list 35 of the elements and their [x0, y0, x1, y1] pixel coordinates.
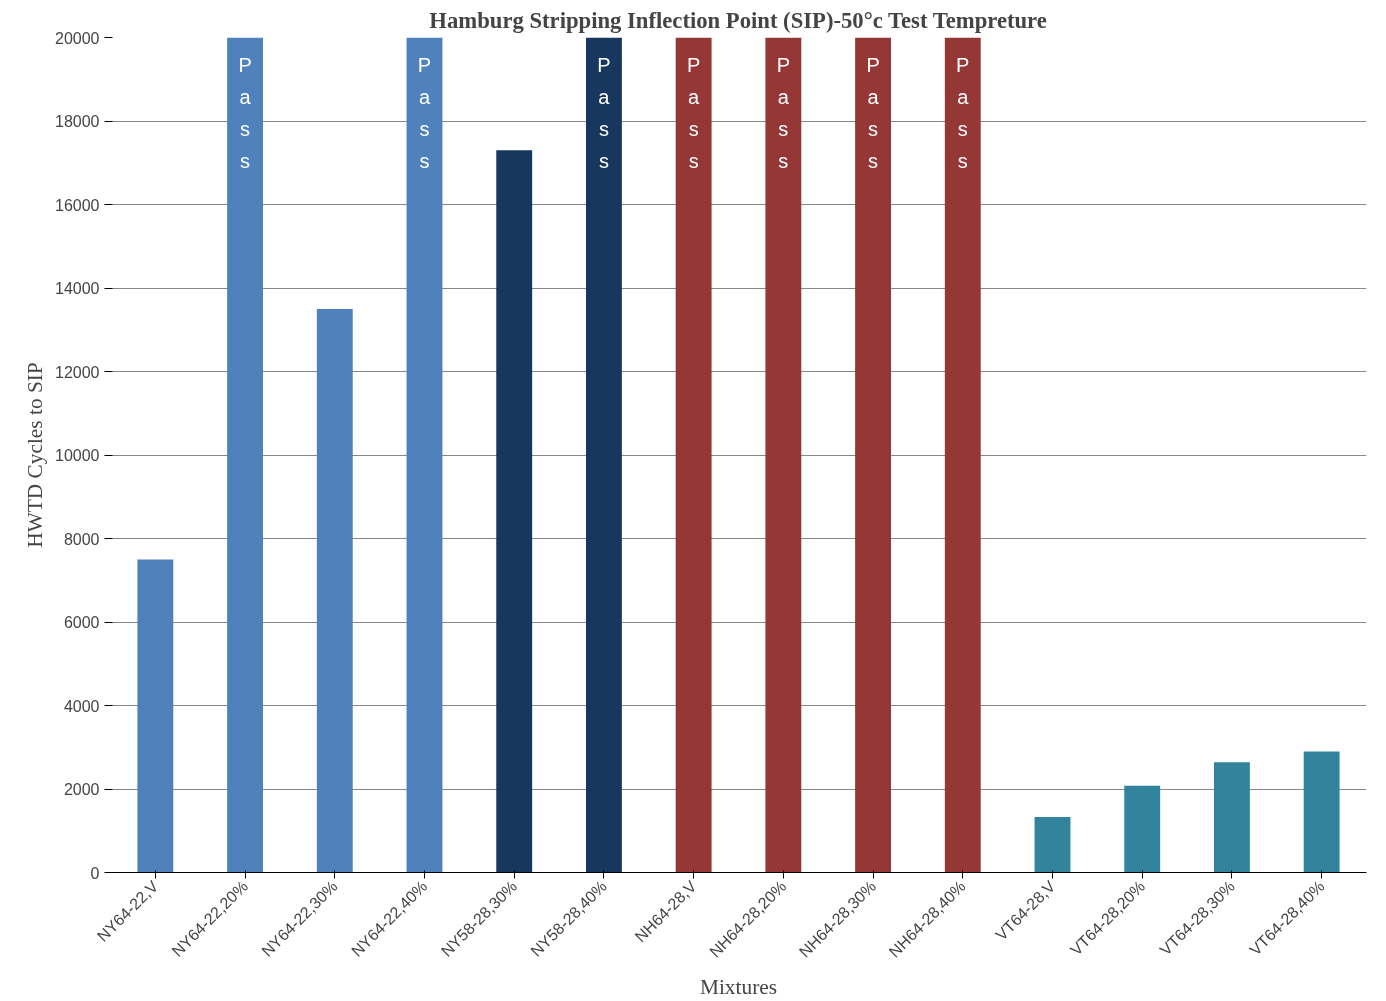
- data-label: Pass: [597, 54, 611, 172]
- y-tick-label: 18000: [55, 113, 100, 130]
- bar: [855, 37, 892, 873]
- bar: [585, 37, 622, 873]
- bar: [496, 150, 533, 873]
- y-axis-title: HWTD Cycles to SIP: [23, 362, 48, 548]
- data-label: Pass: [686, 54, 701, 172]
- y-tick-label: 8000: [63, 530, 100, 548]
- y-tick-label: 10000: [55, 447, 100, 464]
- y-tick-label: 14000: [55, 280, 100, 297]
- bar: [944, 37, 981, 873]
- y-tick-label: 4000: [63, 697, 100, 715]
- data-label: Pass: [776, 54, 791, 172]
- bar: [137, 559, 174, 873]
- bar: [1213, 762, 1250, 873]
- y-tick-label: 0: [90, 864, 100, 882]
- data-label: Pass: [866, 54, 880, 172]
- bar: [1034, 816, 1071, 873]
- x-axis-title: Mixtures: [699, 974, 778, 999]
- y-tick-label: 12000: [55, 363, 100, 381]
- y-tick-label: 20000: [55, 29, 100, 47]
- data-label: Pass: [238, 54, 252, 172]
- bar: [765, 37, 802, 873]
- chart-title: Hamburg Stripping Inflection Point (SIP)-50°c Test Tempreture: [429, 7, 1047, 33]
- bar: [675, 37, 712, 873]
- data-label: Pass: [417, 54, 432, 172]
- y-tick-label: 6000: [63, 614, 100, 631]
- y-tick-label: 16000: [55, 196, 100, 214]
- bar: [316, 308, 353, 873]
- bar: [1124, 785, 1161, 873]
- data-label: Pass: [956, 54, 970, 172]
- y-tick-label: 2000: [63, 781, 100, 798]
- bar: [406, 37, 443, 873]
- bar: [227, 37, 264, 873]
- bar: [1303, 751, 1340, 873]
